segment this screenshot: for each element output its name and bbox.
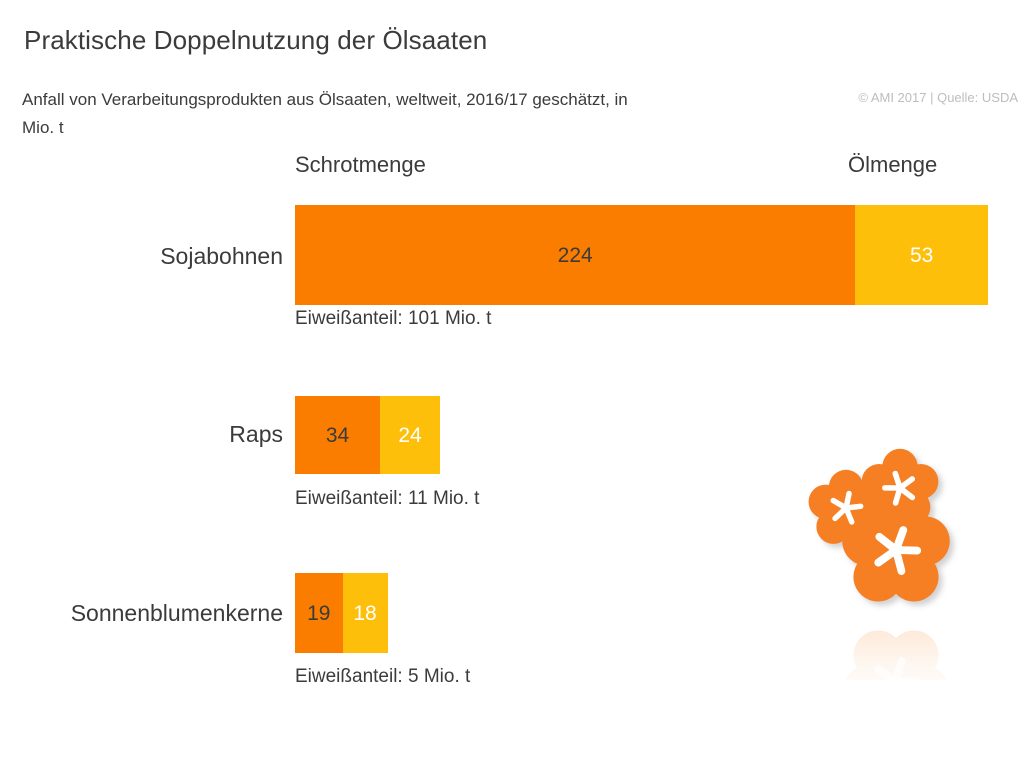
bar-segment-schrotmenge[interactable]: 34	[295, 396, 381, 474]
copyright-source-note: © AMI 2017 | Quelle: USDA	[858, 90, 1018, 105]
column-header-oelmenge: Ölmenge	[848, 152, 938, 177]
bar-segment-oelmenge[interactable]: 18	[342, 573, 388, 653]
flower-cluster	[808, 448, 950, 602]
category-label: Sojabohnen	[160, 243, 283, 269]
ami-rapeseed-blossom-logo	[788, 440, 998, 778]
category-label: Raps	[229, 421, 283, 447]
bar-segment-oelmenge[interactable]: 53	[855, 205, 988, 305]
flower-logo-icon	[788, 448, 998, 778]
bar-segment-oelmenge[interactable]: 24	[380, 396, 441, 474]
bar-segment-schrotmenge[interactable]: 19	[295, 573, 343, 653]
category-label: Sonnenblumenkerne	[70, 600, 283, 626]
stacked-bar[interactable]: 34 24	[295, 396, 441, 474]
protein-share-note: Eiweißanteil: 5 Mio. t	[295, 666, 471, 687]
bar-segment-schrotmenge[interactable]: 224	[295, 205, 856, 305]
chart-subtitle: Anfall von Verarbeitungsprodukten aus Öl…	[22, 90, 628, 137]
column-header-schrotmenge: Schrotmenge	[295, 152, 426, 177]
stacked-bar[interactable]: 19 18	[295, 573, 388, 653]
protein-share-note: Eiweißanteil: 11 Mio. t	[295, 488, 480, 509]
stacked-bar[interactable]: 224 53	[295, 205, 988, 305]
protein-share-note: Eiweißanteil: 101 Mio. t	[295, 308, 492, 329]
page-title: Praktische Doppelnutzung der Ölsaaten	[24, 25, 488, 55]
